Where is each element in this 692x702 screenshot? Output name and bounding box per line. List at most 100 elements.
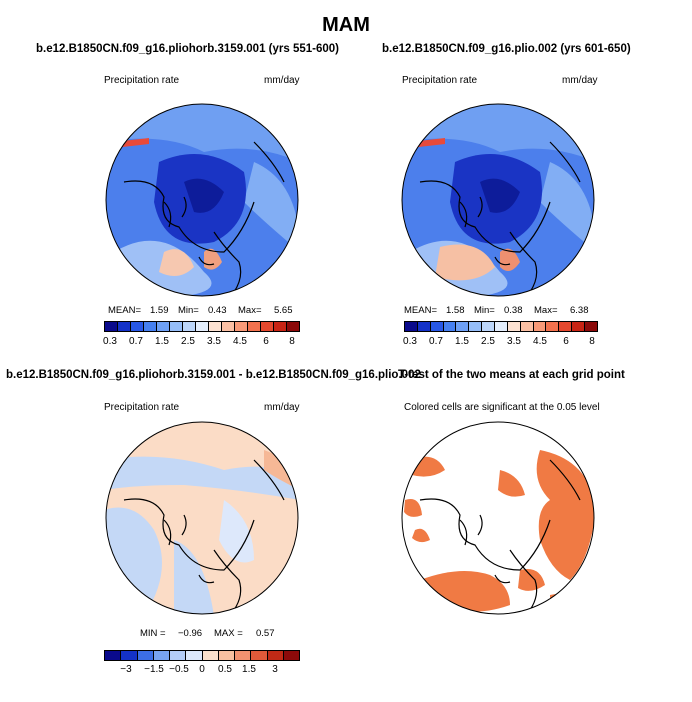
- colorbar-swatch: [235, 651, 252, 660]
- colorbar-swatch: [443, 322, 457, 331]
- colorbar-swatch: [131, 322, 144, 331]
- colorbar-swatch: [170, 651, 187, 660]
- stats-mean: 1.58: [446, 305, 465, 316]
- colorbar-tick: 6: [563, 336, 569, 347]
- colorbar-swatch: [105, 322, 118, 331]
- colorbar-tick: 6: [263, 336, 269, 347]
- colorbar-swatch: [283, 651, 299, 660]
- stats-max: 5.65: [274, 305, 293, 316]
- units-label: mm/day: [264, 75, 300, 86]
- colorbar: [104, 650, 300, 661]
- colorbar-swatch: [144, 322, 157, 331]
- polar-map-experiment: [401, 103, 595, 297]
- colorbar-swatch: [183, 322, 196, 331]
- units-label: mm/day: [264, 402, 300, 413]
- colorbar-swatch: [520, 322, 534, 331]
- colorbar-tick: 2.5: [181, 336, 195, 347]
- colorbar-tick: 8: [589, 336, 595, 347]
- stats-min-label: MIN =: [140, 628, 166, 639]
- stats-min: 0.43: [208, 305, 227, 316]
- stats-mean: 1.59: [150, 305, 169, 316]
- colorbar-swatch: [559, 322, 573, 331]
- colorbar-swatch: [469, 322, 483, 331]
- colorbar-swatch: [202, 651, 219, 660]
- stats-max-label: Max=: [238, 305, 262, 316]
- colorbar: [404, 321, 598, 332]
- colorbar-tick: 0: [199, 664, 205, 675]
- stats-max: 0.57: [256, 628, 275, 639]
- colorbar-swatch: [507, 322, 521, 331]
- variable-label: Precipitation rate: [402, 75, 478, 86]
- colorbar-swatch: [170, 322, 183, 331]
- colorbar-tick: 3: [272, 664, 278, 675]
- colorbar-swatch: [274, 322, 287, 331]
- colorbar-tick: 3.5: [507, 336, 521, 347]
- colorbar-tick: 4.5: [233, 336, 247, 347]
- colorbar-swatch: [235, 322, 248, 331]
- stats-min: 0.38: [504, 305, 523, 316]
- colorbar-swatch: [267, 651, 284, 660]
- colorbar-tick: 1.5: [455, 336, 469, 347]
- panel-title-control: b.e12.B1850CN.f09_g16.pliohorb.3159.001 …: [36, 43, 339, 55]
- colorbar-tick: 0.3: [403, 336, 417, 347]
- stats-max-label: MAX =: [214, 628, 243, 639]
- colorbar-swatch: [121, 651, 138, 660]
- colorbar-tick: 2.5: [481, 336, 495, 347]
- panel-title-difference: b.e12.B1850CN.f09_g16.pliohorb.3159.001 …: [6, 369, 421, 381]
- significance-label: Colored cells are significant at the 0.0…: [404, 402, 600, 413]
- colorbar-tick: −0.5: [169, 664, 189, 675]
- polar-map-difference: [105, 421, 299, 615]
- stats-max: 6.38: [570, 305, 589, 316]
- polar-map-significance: [401, 421, 595, 615]
- colorbar-swatch: [218, 651, 235, 660]
- panel-title-ttest: T-test of the two means at each grid poi…: [398, 369, 625, 381]
- colorbar-tick: −3: [120, 664, 132, 675]
- colorbar-swatch: [261, 322, 274, 331]
- colorbar-swatch: [209, 322, 222, 331]
- stats-mean-label: MEAN=: [108, 305, 141, 316]
- colorbar-swatch: [222, 322, 235, 331]
- colorbar-swatch: [287, 322, 299, 331]
- polar-map-control: [105, 103, 299, 297]
- colorbar: [104, 321, 300, 332]
- colorbar-tick: 4.5: [533, 336, 547, 347]
- colorbar-swatch: [482, 322, 496, 331]
- colorbar-swatch: [405, 322, 418, 331]
- colorbar-swatch: [495, 322, 508, 331]
- colorbar-swatch: [153, 651, 170, 660]
- colorbar-swatch: [105, 651, 122, 660]
- panel-title-experiment: b.e12.B1850CN.f09_g16.plio.002 (yrs 601-…: [382, 43, 631, 55]
- colorbar-swatch: [157, 322, 170, 331]
- colorbar-tick: 0.7: [429, 336, 443, 347]
- units-label: mm/day: [562, 75, 598, 86]
- colorbar-swatch: [417, 322, 431, 331]
- colorbar-swatch: [572, 322, 586, 331]
- colorbar-swatch: [248, 322, 261, 331]
- colorbar-swatch: [251, 651, 268, 660]
- stats-max-label: Max=: [534, 305, 558, 316]
- colorbar-swatch: [196, 322, 209, 331]
- colorbar-tick: −1.5: [144, 664, 164, 675]
- colorbar-tick: 0.5: [218, 664, 232, 675]
- colorbar-swatch: [137, 651, 154, 660]
- colorbar-swatch: [546, 322, 560, 331]
- colorbar-swatch: [585, 322, 597, 331]
- stats-min-label: Min=: [178, 305, 199, 316]
- colorbar-tick: 1.5: [242, 664, 256, 675]
- colorbar-swatch: [118, 322, 131, 331]
- colorbar-tick: 8: [289, 336, 295, 347]
- stats-min-label: Min=: [474, 305, 495, 316]
- variable-label: Precipitation rate: [104, 402, 180, 413]
- colorbar-tick: 1.5: [155, 336, 169, 347]
- stats-mean-label: MEAN=: [404, 305, 437, 316]
- stats-min: −0.96: [178, 628, 203, 639]
- colorbar-swatch: [533, 322, 547, 331]
- colorbar-tick: 3.5: [207, 336, 221, 347]
- main-title: MAM: [322, 14, 370, 36]
- variable-label: Precipitation rate: [104, 75, 180, 86]
- colorbar-swatch: [456, 322, 470, 331]
- colorbar-tick: 0.7: [129, 336, 143, 347]
- colorbar-swatch: [430, 322, 444, 331]
- colorbar-swatch: [186, 651, 203, 660]
- colorbar-tick: 0.3: [103, 336, 117, 347]
